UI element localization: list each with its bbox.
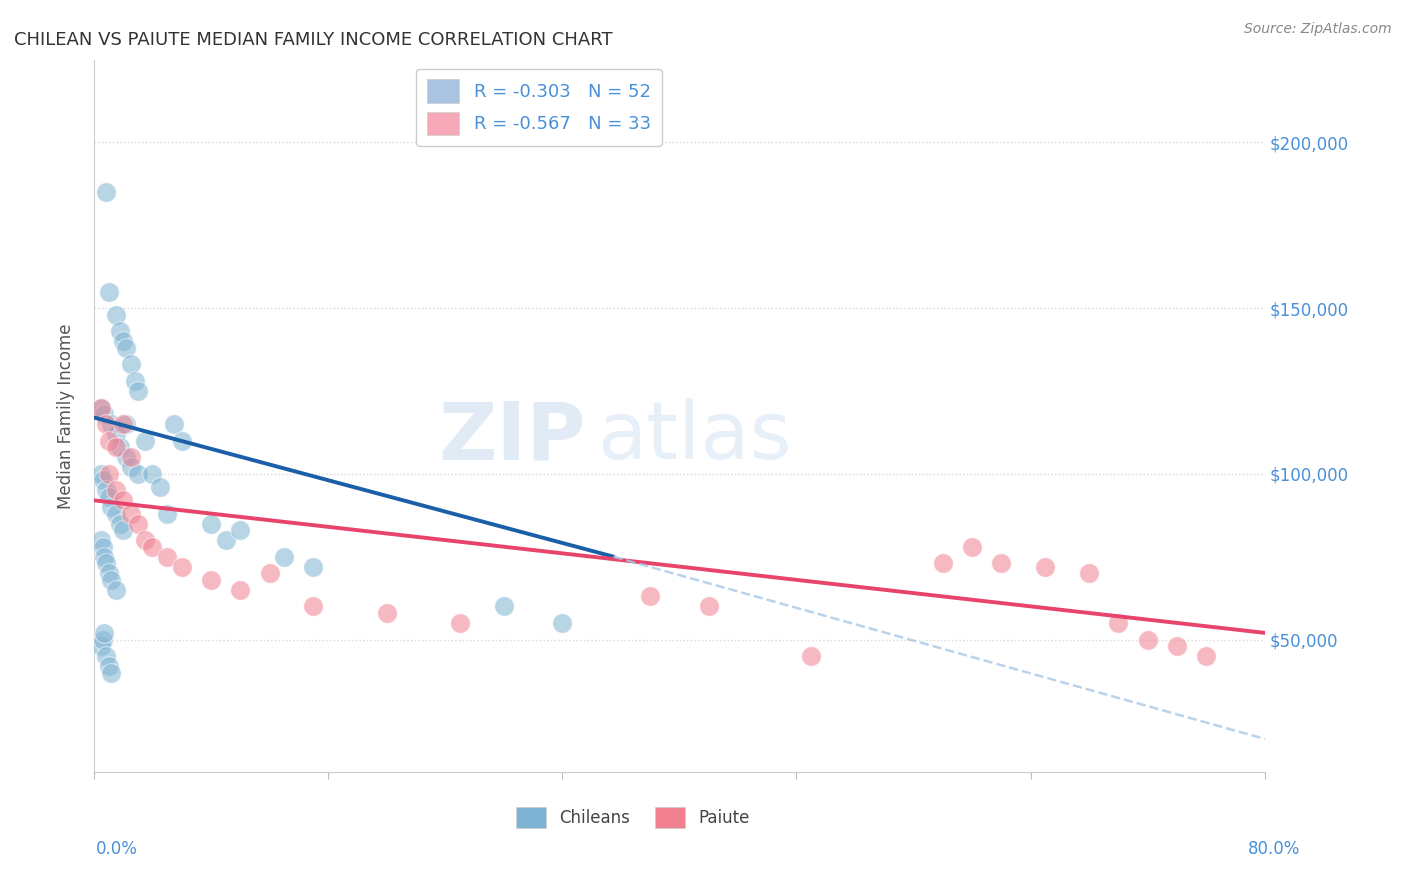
- Point: [91, 474, 114, 488]
- Point: [697, 599, 720, 614]
- Point: [93, 625, 115, 640]
- Point: [134, 533, 156, 547]
- Point: [93, 549, 115, 564]
- Point: [104, 483, 127, 498]
- Point: [104, 427, 127, 442]
- Point: [302, 599, 325, 614]
- Point: [97, 566, 120, 581]
- Point: [100, 500, 122, 514]
- Point: [100, 573, 122, 587]
- Point: [94, 649, 117, 664]
- Point: [449, 615, 471, 630]
- Point: [90, 401, 112, 415]
- Point: [97, 659, 120, 673]
- Point: [200, 516, 222, 531]
- Point: [112, 493, 135, 508]
- Point: [229, 582, 252, 597]
- Point: [134, 434, 156, 448]
- Point: [120, 450, 142, 465]
- Point: [1195, 649, 1218, 664]
- Point: [1078, 566, 1101, 581]
- Point: [110, 440, 132, 454]
- Point: [170, 559, 193, 574]
- Text: ZIP: ZIP: [439, 398, 586, 476]
- Point: [1033, 559, 1056, 574]
- Point: [110, 324, 132, 338]
- Point: [214, 533, 236, 547]
- Point: [302, 559, 325, 574]
- Point: [163, 417, 186, 431]
- Point: [120, 507, 142, 521]
- Point: [127, 384, 149, 398]
- Point: [94, 483, 117, 498]
- Point: [97, 490, 120, 504]
- Point: [90, 401, 112, 415]
- Point: [104, 440, 127, 454]
- Point: [259, 566, 281, 581]
- Point: [141, 467, 163, 481]
- Point: [94, 185, 117, 199]
- Point: [91, 632, 114, 647]
- Point: [229, 523, 252, 537]
- Point: [156, 549, 179, 564]
- Point: [94, 417, 117, 431]
- Text: atlas: atlas: [598, 398, 792, 476]
- Point: [110, 516, 132, 531]
- Point: [97, 285, 120, 299]
- Point: [1166, 639, 1188, 653]
- Point: [94, 556, 117, 570]
- Point: [551, 615, 574, 630]
- Point: [91, 540, 114, 554]
- Point: [375, 606, 398, 620]
- Point: [156, 507, 179, 521]
- Point: [1136, 632, 1159, 647]
- Point: [120, 358, 142, 372]
- Point: [492, 599, 515, 614]
- Point: [990, 556, 1012, 570]
- Legend: Chileans, Paiute: Chileans, Paiute: [509, 800, 756, 835]
- Point: [141, 540, 163, 554]
- Point: [90, 467, 112, 481]
- Text: Source: ZipAtlas.com: Source: ZipAtlas.com: [1244, 22, 1392, 37]
- Y-axis label: Median Family Income: Median Family Income: [58, 323, 75, 508]
- Point: [273, 549, 295, 564]
- Point: [112, 334, 135, 349]
- Point: [97, 467, 120, 481]
- Point: [90, 639, 112, 653]
- Text: 0.0%: 0.0%: [96, 840, 138, 858]
- Point: [960, 540, 983, 554]
- Point: [90, 533, 112, 547]
- Point: [100, 417, 122, 431]
- Point: [638, 590, 661, 604]
- Point: [1107, 615, 1129, 630]
- Point: [104, 582, 127, 597]
- Point: [112, 417, 135, 431]
- Point: [100, 665, 122, 680]
- Point: [127, 516, 149, 531]
- Point: [115, 450, 138, 465]
- Point: [932, 556, 955, 570]
- Point: [120, 460, 142, 475]
- Text: 80.0%: 80.0%: [1249, 840, 1301, 858]
- Point: [115, 341, 138, 355]
- Point: [124, 374, 146, 388]
- Point: [800, 649, 823, 664]
- Point: [104, 507, 127, 521]
- Point: [104, 308, 127, 322]
- Point: [127, 467, 149, 481]
- Text: CHILEAN VS PAIUTE MEDIAN FAMILY INCOME CORRELATION CHART: CHILEAN VS PAIUTE MEDIAN FAMILY INCOME C…: [14, 31, 613, 49]
- Point: [112, 523, 135, 537]
- Point: [115, 417, 138, 431]
- Point: [93, 407, 115, 421]
- Point: [97, 434, 120, 448]
- Point: [170, 434, 193, 448]
- Point: [149, 480, 172, 494]
- Point: [200, 573, 222, 587]
